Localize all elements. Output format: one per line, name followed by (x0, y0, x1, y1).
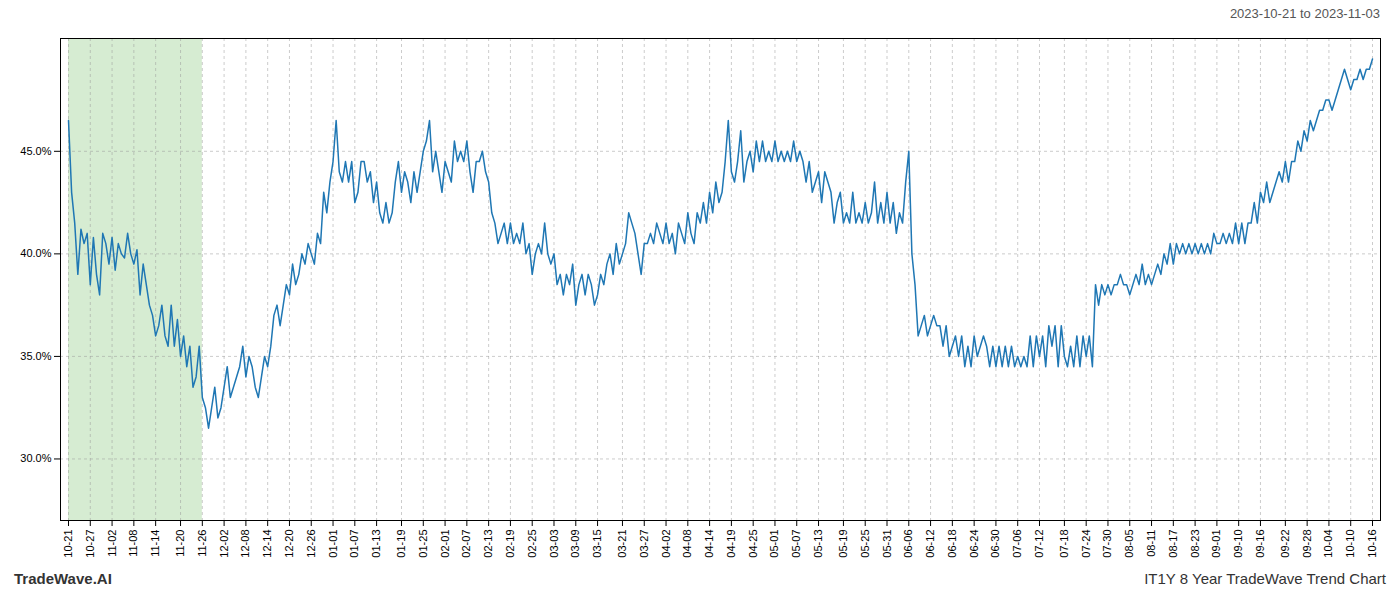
svg-text:01-07: 01-07 (348, 530, 360, 558)
svg-text:35.0%: 35.0% (20, 350, 51, 362)
svg-text:11-14: 11-14 (149, 530, 161, 557)
svg-text:09-22: 09-22 (1279, 530, 1291, 558)
svg-text:03-27: 03-27 (638, 530, 650, 558)
svg-text:04-14: 04-14 (703, 530, 715, 558)
svg-text:10-16: 10-16 (1366, 530, 1378, 558)
svg-text:10-04: 10-04 (1322, 530, 1334, 558)
svg-text:02-01: 02-01 (439, 530, 451, 558)
svg-text:08-23: 08-23 (1189, 530, 1201, 558)
svg-text:08-05: 08-05 (1123, 530, 1135, 558)
svg-text:45.0%: 45.0% (20, 145, 51, 157)
svg-text:08-17: 08-17 (1167, 530, 1179, 558)
svg-text:11-26: 11-26 (196, 530, 208, 557)
svg-text:07-18: 07-18 (1058, 530, 1070, 558)
svg-text:12-08: 12-08 (239, 530, 251, 558)
svg-text:11-08: 11-08 (127, 530, 139, 557)
svg-text:12-14: 12-14 (261, 530, 273, 558)
svg-text:04-02: 04-02 (660, 530, 672, 558)
svg-text:12-20: 12-20 (283, 530, 295, 558)
svg-text:07-12: 07-12 (1033, 530, 1045, 558)
svg-text:01-25: 01-25 (417, 530, 429, 558)
svg-text:03-21: 03-21 (616, 530, 628, 558)
svg-text:05-19: 05-19 (837, 530, 849, 558)
svg-text:03-15: 03-15 (591, 530, 603, 558)
svg-text:08-11: 08-11 (1145, 530, 1157, 557)
svg-text:05-01: 05-01 (768, 530, 780, 558)
svg-text:12-26: 12-26 (305, 530, 317, 558)
svg-text:03-09: 03-09 (569, 530, 581, 558)
svg-text:30.0%: 30.0% (20, 452, 51, 464)
svg-text:05-13: 05-13 (812, 530, 824, 558)
svg-text:06-30: 06-30 (989, 530, 1001, 558)
svg-text:40.0%: 40.0% (20, 247, 51, 259)
svg-text:05-25: 05-25 (859, 530, 871, 558)
svg-text:09-10: 09-10 (1232, 530, 1244, 558)
svg-text:10-10: 10-10 (1344, 530, 1356, 558)
html-text:2023-10-21 to 2023-11-03: 2023-10-21 to 2023-11-03 (1229, 6, 1380, 21)
svg-text:07-30: 07-30 (1101, 530, 1113, 558)
svg-text:09-28: 09-28 (1301, 530, 1313, 558)
svg-text:03-03: 03-03 (548, 530, 560, 558)
svg-text:04-08: 04-08 (681, 530, 693, 558)
svg-text:11-20: 11-20 (174, 530, 186, 557)
svg-text:04-25: 04-25 (747, 530, 759, 558)
svg-text:09-16: 09-16 (1254, 530, 1266, 558)
svg-text:01-01: 01-01 (327, 530, 339, 558)
svg-text:02-25: 02-25 (526, 530, 538, 558)
svg-text:06-24: 06-24 (968, 530, 980, 558)
html-text:TradeWave.AI: TradeWave.AI (14, 570, 112, 587)
svg-text:09-01: 09-01 (1210, 530, 1222, 558)
svg-text:02-13: 02-13 (482, 530, 494, 558)
svg-text:04-19: 04-19 (725, 530, 737, 558)
svg-text:07-06: 07-06 (1011, 530, 1023, 558)
svg-text:06-18: 06-18 (946, 530, 958, 558)
svg-text:06-06: 06-06 (902, 530, 914, 558)
svg-text:10-27: 10-27 (84, 530, 96, 558)
svg-text:05-07: 05-07 (790, 530, 802, 558)
svg-text:12-02: 12-02 (218, 530, 230, 558)
svg-text:01-19: 01-19 (395, 530, 407, 558)
svg-text:11-02: 11-02 (106, 530, 118, 557)
svg-text:02-07: 02-07 (460, 530, 472, 558)
svg-text:01-13: 01-13 (370, 530, 382, 558)
svg-text:02-19: 02-19 (504, 530, 516, 558)
html-text:IT1Y 8 Year TradeWave Trend Ch: IT1Y 8 Year TradeWave Trend Chart (1144, 570, 1386, 587)
svg-text:06-12: 06-12 (924, 530, 936, 558)
svg-text:10-21: 10-21 (62, 530, 74, 558)
svg-text:07-24: 07-24 (1080, 530, 1092, 558)
svg-text:05-31: 05-31 (881, 530, 893, 558)
